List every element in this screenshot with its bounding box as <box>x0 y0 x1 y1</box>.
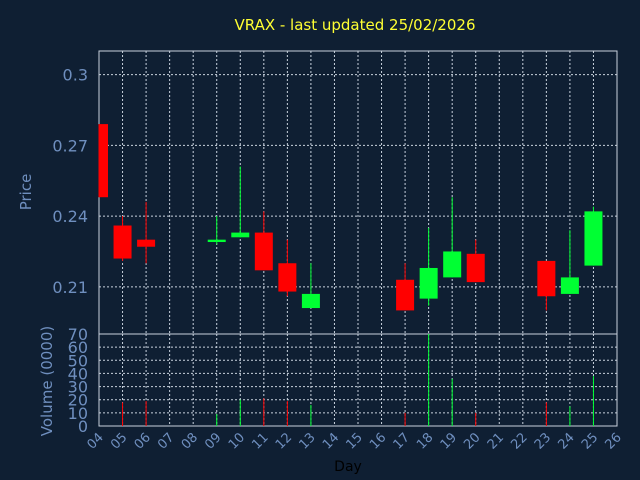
x-tick-label: 05 <box>108 430 130 452</box>
candle-body <box>113 225 132 259</box>
candle-body <box>137 239 156 247</box>
x-tick-label: 18 <box>414 430 436 452</box>
candle-body <box>254 232 273 271</box>
x-axis-label: Day <box>334 459 362 475</box>
x-tick-label: 06 <box>132 430 154 452</box>
x-tick-label: 11 <box>249 430 271 452</box>
price-tick-label: 0.27 <box>52 136 88 155</box>
volume-axis-label: Volume (0000) <box>38 326 56 436</box>
chart-title: VRAX - last updated 25/02/2026 <box>235 16 476 34</box>
x-tick-label: 13 <box>296 430 318 452</box>
volume-tick-label: 0 <box>78 417 88 436</box>
x-tick-label: 23 <box>532 430 554 452</box>
candle-body <box>466 253 485 283</box>
candle-body <box>443 251 462 278</box>
x-tick-label: 26 <box>603 430 625 452</box>
x-tick-label: 21 <box>485 430 507 452</box>
x-tick-label: 24 <box>555 430 577 452</box>
candle-body <box>419 267 438 299</box>
volume-tick-label: 20 <box>68 391 88 410</box>
volume-tick-label: 50 <box>68 351 88 370</box>
candle-body <box>584 211 603 266</box>
x-tick-labels: 04 05 06 07 08 09 10 11 12 13 14 15 16 17 18 19 20 21 22 23… <box>85 430 625 452</box>
x-tick-label: 19 <box>438 430 460 452</box>
candle-body <box>278 263 297 292</box>
x-tick-label: 20 <box>461 430 483 452</box>
x-tick-label: 16 <box>367 430 389 452</box>
x-tick-label: 22 <box>508 430 530 452</box>
volume-tick-label: 10 <box>68 404 88 423</box>
candle-body <box>207 239 226 243</box>
candle-body <box>301 293 320 309</box>
price-tick-label: 0.24 <box>52 207 88 226</box>
volume-tick-label: 30 <box>68 378 88 397</box>
x-tick-label: 07 <box>155 430 177 452</box>
x-tick-label: 10 <box>226 430 248 452</box>
x-tick-label: 08 <box>179 430 201 452</box>
price-tick-label: 0.3 <box>63 66 88 85</box>
volume-tick-label: 70 <box>68 325 88 344</box>
candle-body <box>396 279 415 311</box>
x-tick-label: 14 <box>320 430 342 452</box>
candle-body <box>99 124 108 198</box>
candle-body <box>537 260 556 297</box>
x-tick-label: 12 <box>273 430 295 452</box>
volume-tick-label: 40 <box>68 364 88 383</box>
x-tick-label: 17 <box>391 430 413 452</box>
volume-tick-label: 60 <box>68 338 88 357</box>
x-tick-label: 15 <box>344 430 366 452</box>
price-tick-label: 0.21 <box>52 278 88 297</box>
price-axis-label: Price <box>17 174 35 211</box>
x-tick-label: 09 <box>202 430 224 452</box>
x-tick-label: 25 <box>579 430 601 452</box>
candle-body <box>560 277 579 294</box>
price-panel: 0.21 0.24 0.27 0.3 <box>52 50 618 335</box>
candle-body <box>231 232 250 238</box>
